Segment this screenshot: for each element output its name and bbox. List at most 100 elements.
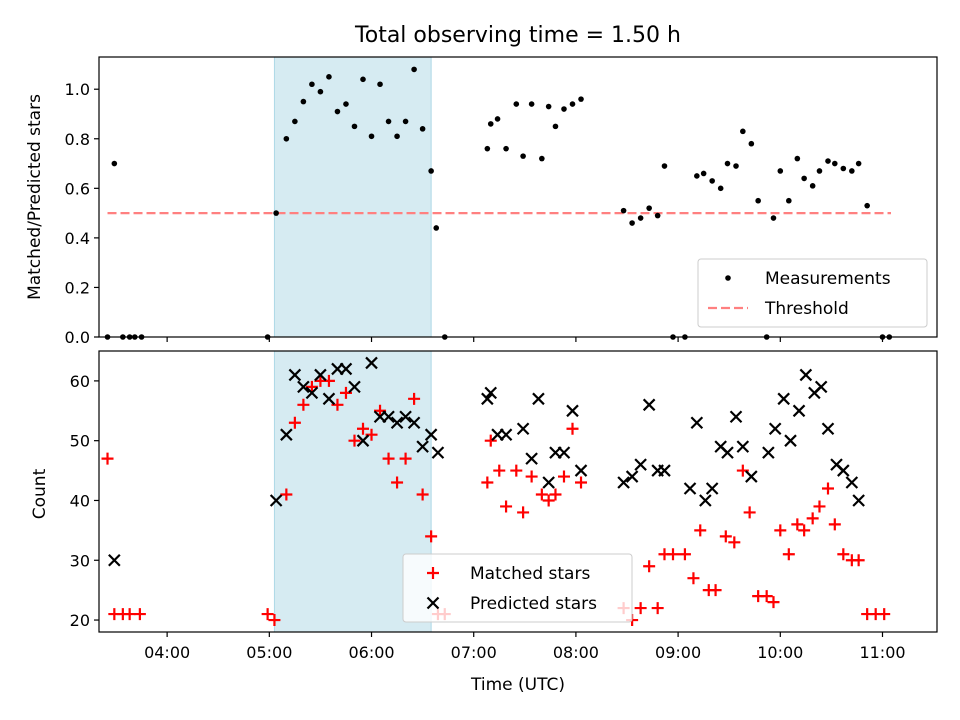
matched-marker	[728, 536, 741, 549]
matched-marker	[535, 488, 548, 501]
y-tick-label: 20	[70, 611, 90, 630]
matched-marker	[566, 422, 579, 435]
matched-marker	[416, 488, 429, 501]
data-point	[528, 101, 535, 107]
data-point	[578, 96, 584, 102]
predicted-marker	[390, 416, 404, 430]
data-point	[755, 197, 761, 204]
y-tick-label: 0.8	[65, 130, 90, 149]
matched-marker	[133, 608, 146, 621]
top-panel: 0.0 0.2 0.4 0.6 0.8 1.0 Measurements Threshold	[65, 56, 938, 347]
matched-marker	[525, 470, 538, 483]
data-point	[646, 205, 652, 211]
data-point	[654, 212, 661, 219]
data-point	[309, 81, 315, 88]
data-point	[351, 123, 358, 130]
matched-marker	[408, 392, 421, 405]
data-point	[343, 101, 349, 107]
data-point	[849, 168, 855, 174]
data-point	[292, 118, 298, 125]
matched-marker	[391, 476, 404, 489]
data-point	[748, 140, 755, 147]
predicted-marker	[288, 368, 302, 382]
data-point	[629, 220, 635, 226]
matched-marker	[678, 548, 691, 561]
predicted-marker	[305, 386, 319, 400]
x-tick-label: 05:00	[246, 643, 292, 662]
predicted-marker	[416, 440, 429, 453]
predicted-marker	[322, 392, 336, 406]
predicted-marker	[721, 446, 734, 459]
predicted-marker	[574, 464, 588, 477]
data-point	[637, 215, 644, 221]
top-y-axis-label: Matched/Predicted stars	[25, 94, 45, 300]
data-point	[832, 160, 838, 167]
matched-marker	[651, 602, 664, 615]
matched-marker	[719, 530, 732, 543]
x-tick-label: 11:00	[859, 643, 905, 662]
y-tick-label: 1.0	[65, 80, 90, 99]
predicted-marker	[280, 428, 293, 441]
matched-marker	[709, 584, 722, 597]
data-point	[503, 145, 509, 152]
y-tick-label: 0.4	[65, 229, 90, 248]
data-point	[864, 202, 870, 209]
predicted-marker	[499, 428, 513, 441]
x-tick-label: 09:00	[655, 643, 701, 662]
matched-marker	[123, 608, 136, 621]
matched-marker	[767, 596, 780, 609]
predicted-marker	[269, 494, 283, 507]
predicted-marker	[481, 392, 494, 406]
predicted-marker	[108, 553, 121, 567]
data-point	[394, 133, 400, 140]
predicted-marker	[852, 494, 865, 507]
predicted-marker	[690, 416, 704, 430]
data-point	[694, 173, 700, 179]
predicted-marker	[382, 410, 395, 424]
data-point	[801, 175, 807, 182]
matched-marker	[643, 560, 656, 573]
data-point	[494, 116, 501, 122]
data-point	[809, 183, 816, 189]
data-point	[273, 210, 279, 216]
matched-marker	[297, 398, 310, 411]
matched-marker	[687, 572, 700, 585]
data-point	[724, 160, 731, 167]
predicted-marker	[837, 464, 850, 477]
predicted-marker	[399, 410, 412, 424]
data-point	[794, 155, 801, 162]
matched-marker	[878, 608, 891, 621]
matched-marker	[500, 500, 513, 513]
axes-frame	[98, 350, 938, 633]
y-tick-label: 0.6	[65, 179, 90, 198]
predicted-marker	[617, 476, 630, 489]
matched-marker	[666, 548, 679, 561]
matched-marker	[782, 548, 795, 561]
matched-marker	[101, 452, 114, 465]
matched-marker	[517, 506, 530, 519]
data-point	[620, 207, 627, 214]
predicted-marker	[814, 380, 828, 394]
predicted-marker	[799, 368, 813, 382]
data-point	[368, 133, 375, 140]
data-point	[334, 108, 341, 115]
predicted-marker	[768, 422, 782, 436]
predicted-marker	[699, 494, 712, 507]
y-tick-label: 50	[70, 432, 90, 451]
x-tick-label: 07:00	[451, 643, 497, 662]
predicted-marker	[845, 476, 859, 489]
predicted-marker	[516, 422, 530, 436]
matched-marker	[557, 470, 570, 483]
legend-marker-measurements	[725, 275, 731, 281]
data-point	[786, 197, 792, 204]
matched-marker	[575, 476, 588, 489]
predicted-marker	[658, 464, 671, 477]
matched-marker	[280, 488, 293, 501]
bottom-y-axis-label: Count	[30, 468, 50, 519]
x-tick-label: 08:00	[553, 643, 599, 662]
matched-marker	[382, 452, 395, 465]
data-point	[717, 185, 724, 192]
legend-marker-matched	[427, 567, 439, 579]
data-point	[484, 145, 491, 152]
